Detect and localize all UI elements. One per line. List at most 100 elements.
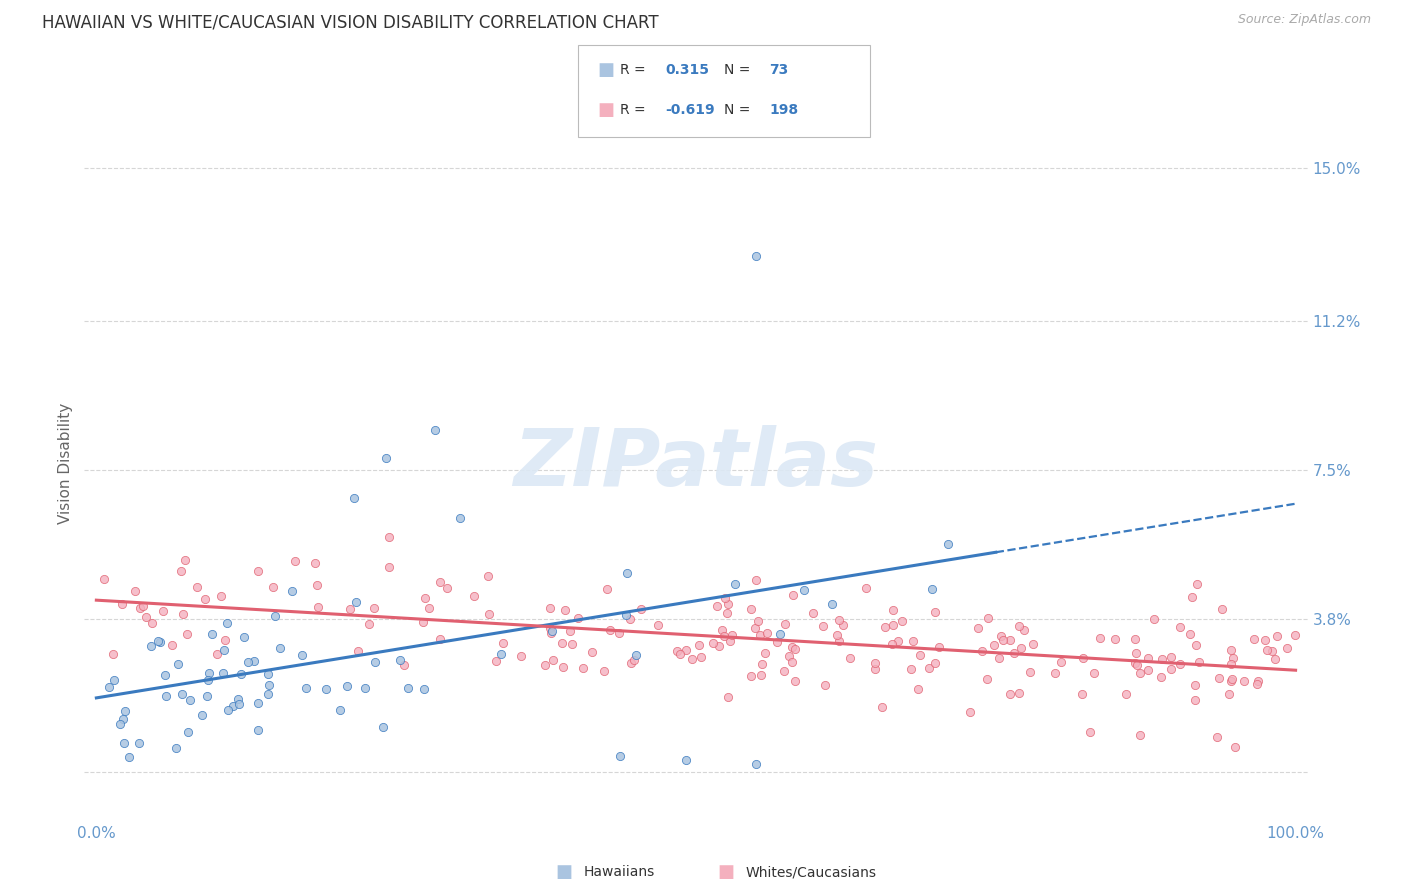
Point <box>1184 678 1206 692</box>
Point <box>291 648 314 662</box>
Point <box>882 636 904 650</box>
Point <box>1008 686 1031 700</box>
Point <box>257 666 280 681</box>
Point <box>901 633 924 648</box>
Point <box>347 644 370 658</box>
Text: Hawaiians: Hawaiians <box>583 865 655 880</box>
Point <box>599 624 621 638</box>
Point <box>875 620 897 634</box>
Point <box>887 634 910 648</box>
Point <box>1256 642 1278 657</box>
Point <box>540 621 562 635</box>
Point <box>675 753 697 767</box>
Point <box>593 664 616 678</box>
Point <box>1123 632 1146 646</box>
Point <box>1073 651 1095 665</box>
Point <box>97 680 120 694</box>
Point <box>226 692 249 706</box>
Point <box>669 647 692 661</box>
Point <box>747 615 769 629</box>
Point <box>264 609 287 624</box>
Point <box>124 584 146 599</box>
Point <box>413 591 436 605</box>
Point <box>131 599 153 614</box>
Point <box>359 617 381 632</box>
Point <box>413 682 436 697</box>
Point <box>128 735 150 749</box>
Point <box>543 653 565 667</box>
Point <box>491 636 513 650</box>
Point <box>702 636 724 650</box>
Point <box>170 688 193 702</box>
Point <box>1218 687 1240 701</box>
Point <box>217 703 239 717</box>
Point <box>1178 627 1201 641</box>
Point <box>1284 628 1306 642</box>
Point <box>976 673 998 687</box>
Point <box>191 707 214 722</box>
Point <box>1211 602 1233 616</box>
Point <box>571 661 593 675</box>
Point <box>141 615 163 630</box>
Point <box>1185 577 1208 591</box>
Point <box>551 660 574 674</box>
Text: Source: ZipAtlas.com: Source: ZipAtlas.com <box>1237 13 1371 27</box>
Point <box>718 633 741 648</box>
Point <box>756 625 779 640</box>
Point <box>304 556 326 570</box>
Point <box>681 651 703 665</box>
Point <box>567 611 589 625</box>
Point <box>1123 657 1146 671</box>
Point <box>364 655 387 669</box>
Point <box>429 575 451 590</box>
Point <box>233 630 256 644</box>
Point <box>489 647 512 661</box>
Point <box>377 560 399 574</box>
Point <box>1160 650 1182 665</box>
Point <box>336 679 359 693</box>
Point <box>921 582 943 597</box>
Point <box>214 633 236 648</box>
Point <box>1184 693 1206 707</box>
Point <box>344 595 367 609</box>
Point <box>246 564 269 578</box>
Point <box>1002 646 1025 660</box>
Point <box>1208 671 1230 685</box>
Point <box>782 655 804 669</box>
Point <box>1150 670 1173 684</box>
Text: R =: R = <box>620 63 650 78</box>
Point <box>769 627 792 641</box>
Point <box>827 628 849 642</box>
Point <box>814 678 837 692</box>
Point <box>900 662 922 676</box>
Point <box>623 653 645 667</box>
Point <box>229 667 252 681</box>
Point <box>212 643 235 657</box>
Point <box>616 566 638 581</box>
Point <box>675 643 697 657</box>
Point <box>745 249 768 263</box>
Text: ■: ■ <box>598 101 614 119</box>
Point <box>716 597 738 611</box>
Point <box>882 603 904 617</box>
Point <box>936 537 959 551</box>
Point <box>195 689 218 703</box>
Point <box>1050 655 1073 669</box>
Point <box>827 633 849 648</box>
Point <box>928 640 950 654</box>
Point <box>713 629 735 643</box>
Point <box>1253 632 1275 647</box>
Point <box>801 607 824 621</box>
Point <box>1125 658 1147 673</box>
Point <box>179 693 201 707</box>
Point <box>910 648 932 662</box>
Point <box>596 582 619 597</box>
Point <box>162 638 184 652</box>
Text: ■: ■ <box>717 863 734 881</box>
Point <box>1043 666 1066 681</box>
Point <box>749 667 772 681</box>
Point <box>744 621 766 635</box>
Point <box>257 687 280 701</box>
Point <box>716 606 738 620</box>
Point <box>538 600 561 615</box>
